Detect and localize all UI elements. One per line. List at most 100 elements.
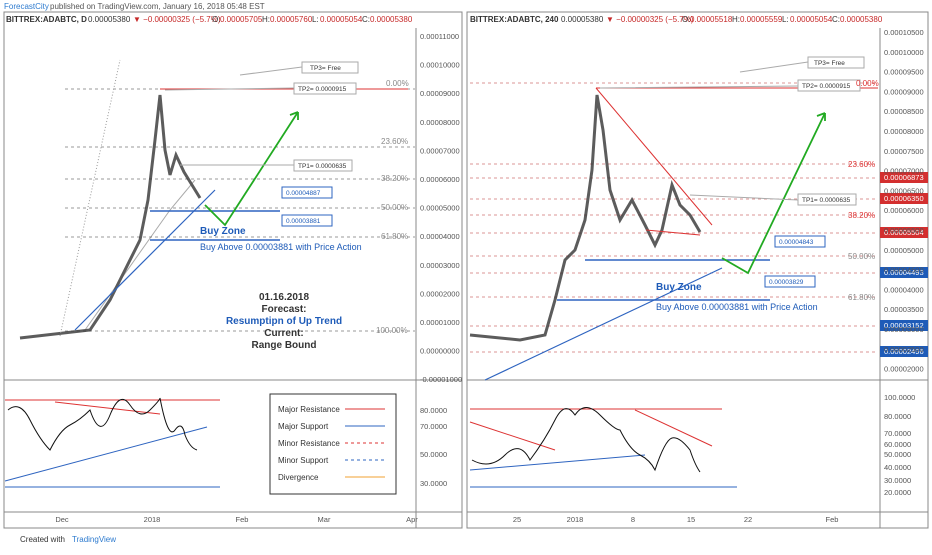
symbol: BITTREX:ADABTC, 240 (470, 15, 559, 24)
price-tick-label: 0.00002000 (420, 289, 460, 298)
price-tick-label: 0.00005500 (884, 226, 924, 235)
time-tick-label: 2018 (567, 515, 584, 524)
fib-label: 61.80% (848, 293, 875, 302)
price-tick-label: 0.00010000 (420, 61, 460, 70)
osc-tick-label: 80.0000 (420, 406, 447, 415)
time-tick-label: Dec (55, 515, 69, 524)
level: 0.00005504 (884, 228, 924, 237)
author[interactable]: ForecastCity (4, 2, 49, 11)
osc-tick-label: 50.0000 (420, 450, 447, 459)
time-tick-label: 8 (631, 515, 635, 524)
price-tick-label: 0.00010000 (884, 48, 924, 57)
tp2: TP2= 0.0000915 (802, 83, 851, 90)
ohlc-label: L: (312, 15, 319, 24)
tp2: TP2= 0.0000915 (298, 86, 347, 93)
price-tick-label: 0.00002000 (884, 365, 924, 374)
fib-label: 50.00% (848, 252, 875, 261)
time-tick-label: 25 (513, 515, 521, 524)
ohlc-value: 0.00005559 (740, 15, 783, 24)
price: 0.00005380 (88, 15, 131, 24)
price-tick-label: 0.00003000 (420, 261, 460, 270)
price-tick-label: 0.00004000 (420, 232, 460, 241)
ohlc-value: 0.00005760 (270, 15, 313, 24)
price: 0.00005380 (561, 15, 604, 24)
zone-top: 0.00004887 (286, 190, 321, 197)
osc-tick-label: 30.0000 (884, 476, 911, 485)
price-tick-label: 0.00007000 (420, 146, 460, 155)
forecast-text: Resumptipn of Up Trend (226, 316, 342, 327)
ohlc-label: C: (832, 15, 840, 24)
price-tick-label: 0.00002500 (884, 345, 924, 354)
osc-tick-label: 70.0000 (884, 429, 911, 438)
fib-label: 61.80% (381, 232, 408, 241)
price-tick-label: 0.00005000 (884, 246, 924, 255)
zone-bottom: 0.00003881 (286, 218, 321, 225)
time-tick-label: Feb (826, 515, 839, 524)
ohlc-label: L: (782, 15, 789, 24)
ohlc-label: O: (682, 15, 690, 24)
osc-tick-label: 80.0000 (884, 412, 911, 421)
fib-label: 38.20% (848, 211, 875, 220)
osc-tick-label: 30.0000 (420, 479, 447, 488)
buy-zone: Buy Zone (656, 282, 702, 293)
ohlc-value: 0.00005054 (320, 15, 363, 24)
time-tick-label: Apr (406, 515, 418, 524)
ohlc-label: O: (212, 15, 220, 24)
ohlc-value: 0.00005705 (220, 15, 263, 24)
zone-bottom: 0.00003829 (769, 279, 804, 286)
legend-label: Minor Support (278, 456, 329, 465)
level: 0.00006350 (884, 194, 924, 203)
price-tick-label: 0.00005000 (420, 204, 460, 213)
osc-tick-label: 60.0000 (884, 440, 911, 449)
current-label: Current: (264, 328, 303, 339)
level: 0.00006873 (884, 173, 924, 182)
price-tick-label: 0.00010500 (884, 28, 924, 37)
tp1: TP1= 0.0000635 (802, 197, 851, 204)
price-tick-label: 0.00000000 (420, 347, 460, 356)
buy-above: Buy Above 0.00003881 with Price Action (200, 242, 362, 252)
price-tick-label: -0.00001000 (420, 375, 462, 384)
level: 0.00002496 (884, 347, 924, 356)
price-tick-label: 0.00009000 (884, 87, 924, 96)
price-tick-label: 0.00006500 (884, 186, 924, 195)
legend-label: Major Support (278, 422, 329, 431)
published: published on TradingView.com, January 16… (50, 2, 265, 11)
osc-tick-label: 50.0000 (884, 450, 911, 459)
price-tick-label: 0.00008000 (884, 127, 924, 136)
fib-label: 100.00% (376, 326, 408, 335)
osc-tick-label: 100.0000 (884, 393, 915, 402)
price-tick-label: 0.00003000 (884, 325, 924, 334)
tp3: TP3= Free (814, 60, 845, 67)
fib-label: 50.00% (381, 203, 408, 212)
price-tick-label: 0.00007000 (884, 167, 924, 176)
left-panel (3, 11, 463, 529)
legend-label: Major Resistance (278, 405, 340, 414)
right-oscillator (469, 407, 737, 488)
price-tick-label: 0.00004500 (884, 266, 924, 275)
ohlc-value: 0.00005054 (790, 15, 833, 24)
legend-label: Minor Resistance (278, 439, 340, 448)
price-tick-label: 0.00006000 (420, 175, 460, 184)
right-drawing (469, 56, 928, 381)
ohlc-label: H: (732, 15, 740, 24)
time-tick-label: Mar (318, 515, 331, 524)
time-tick-label: 22 (744, 515, 752, 524)
osc-tick-label: 20.0000 (884, 488, 911, 497)
osc-tick-label: 70.0000 (420, 422, 447, 431)
fib-label: 23.60% (381, 137, 408, 146)
time-tick-label: Feb (236, 515, 249, 524)
price-tick-label: 0.00008000 (420, 118, 460, 127)
brand[interactable]: TradingView (72, 535, 116, 544)
price-tick-label: 0.00008500 (884, 107, 924, 116)
price-tick-label: 0.00001000 (420, 318, 460, 327)
tp3: TP3= Free (310, 65, 341, 72)
ohlc-label: H: (262, 15, 270, 24)
ohlc-value: 0.00005380 (370, 15, 413, 24)
level: 0.00003152 (884, 321, 924, 330)
current-text: Range Bound (252, 340, 317, 351)
change: ▼ −0.00000325 (−5.7%) (606, 15, 694, 24)
price-tick-label: 0.00007500 (884, 147, 924, 156)
ohlc-value: 0.00005380 (840, 15, 883, 24)
